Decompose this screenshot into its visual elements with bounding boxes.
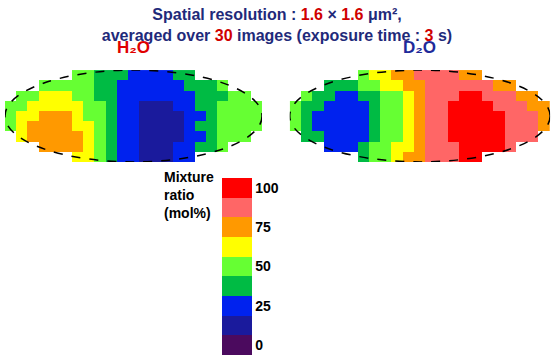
svg-text:H₂O: H₂O (117, 38, 150, 57)
svg-text:Spatial resolution : 1.6 × 1.6: Spatial resolution : 1.6 × 1.6 μm²,avera… (102, 6, 452, 44)
svg-text:75: 75 (255, 219, 271, 235)
svg-text:Mixtureratio(mol%): Mixtureratio(mol%) (164, 169, 214, 221)
svg-text:100: 100 (255, 180, 279, 196)
svg-text:25: 25 (255, 298, 271, 314)
svg-text:D₂O: D₂O (403, 38, 436, 57)
svg-text:50: 50 (255, 258, 271, 274)
svg-text:0: 0 (255, 337, 263, 353)
